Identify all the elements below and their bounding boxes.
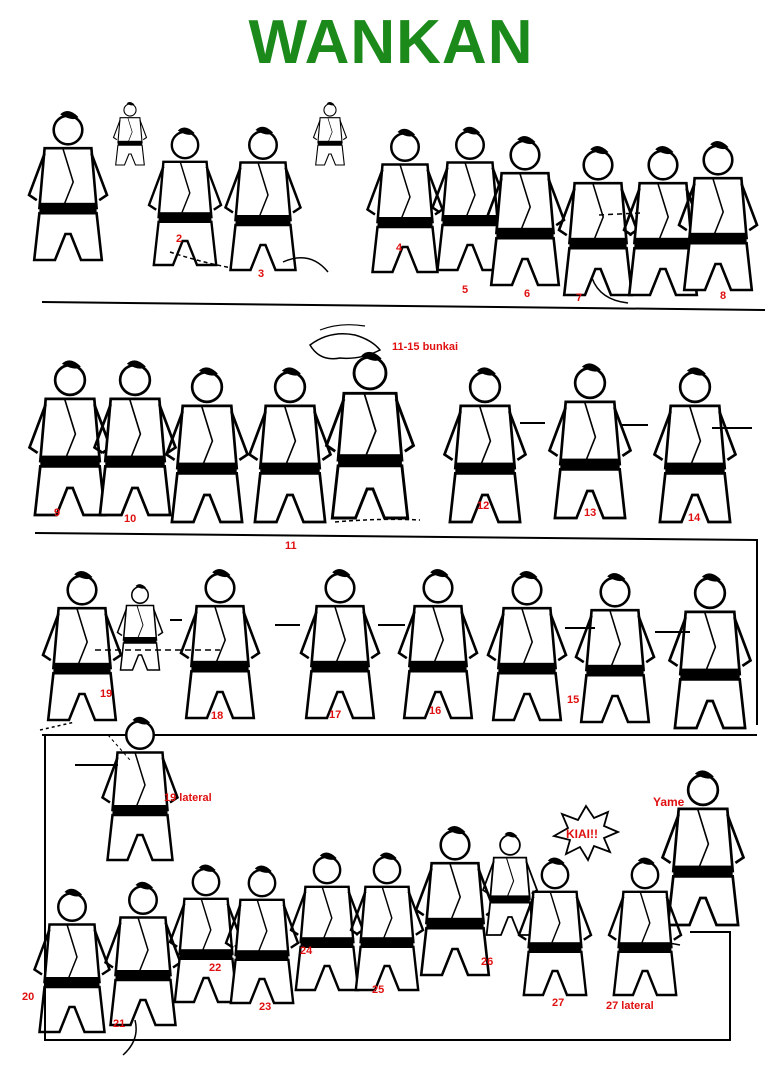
move-label-22: 22 [209, 962, 222, 974]
move-label-4: 4 [396, 242, 403, 254]
karate-figure-icon [481, 830, 539, 937]
move-label-17: 17 [329, 709, 342, 721]
karate-figure-icon [327, 352, 414, 518]
karate-figure-icon [517, 855, 593, 997]
karate-figure-icon [550, 363, 631, 518]
karate-figure-icon [112, 101, 148, 166]
move-label-18: 18 [211, 710, 224, 722]
karate-figure-icon [655, 367, 736, 522]
move-label-23: 23 [259, 1001, 272, 1013]
kiai-burst [551, 804, 621, 862]
move-label-27-lateral: 27 lateral [606, 1000, 654, 1012]
row-2-floor-line [34, 532, 758, 725]
karate-figure-icon [677, 139, 759, 292]
move-label-3: 3 [258, 268, 265, 280]
move-label-21: 21 [113, 1018, 126, 1030]
karate-figure-icon [250, 367, 331, 522]
karate-figure-icon [312, 101, 348, 166]
row-2-figures [30, 352, 736, 522]
karate-figure-icon [414, 824, 496, 977]
yame-label: Yame [653, 795, 685, 809]
karate-figure-icon [663, 770, 744, 925]
karate-figure-icon [95, 360, 176, 515]
karate-figure-icon [607, 855, 683, 997]
move-label-15: 15 [567, 694, 580, 706]
bunkai-sketch [309, 324, 382, 360]
page-title: WANKAN [248, 8, 534, 77]
karate-figure-icon [397, 567, 479, 720]
karate-figure-icon [100, 714, 180, 862]
karate-figure-icon [349, 850, 425, 992]
karate-figure-icon [289, 850, 365, 992]
move-label-5: 5 [462, 284, 469, 296]
karate-figure-icon [670, 573, 751, 728]
row-1-floor-line [41, 301, 766, 311]
move-label-2: 2 [176, 233, 183, 245]
move-label-11: 11 [285, 540, 297, 552]
move-label-19: 19 [100, 688, 113, 700]
move-label-20: 20 [22, 991, 35, 1003]
move-label-9: 9 [54, 507, 61, 519]
move-label-8: 8 [720, 290, 727, 302]
karate-figure-icon [365, 126, 445, 274]
karate-figure-icon [116, 582, 164, 672]
move-label-7: 7 [576, 292, 583, 304]
karate-figure-icon [299, 567, 381, 720]
karate-figure-icon [167, 367, 248, 522]
move-label-16: 16 [429, 705, 442, 717]
karate-figure-icon [179, 567, 261, 720]
move-label-6: 6 [524, 288, 531, 300]
karate-figure-icon [147, 125, 223, 267]
move-label-14: 14 [688, 512, 701, 524]
row-4-floor-border [44, 735, 731, 1041]
move-label-26: 26 [481, 956, 494, 968]
karate-figure-icon [557, 144, 639, 297]
move-label-10: 10 [124, 513, 137, 525]
row-4-figures [32, 714, 744, 1034]
karate-figure-icon [484, 134, 566, 287]
move-label-13: 13 [584, 507, 597, 519]
move-label-12: 12 [477, 500, 490, 512]
row-1-figures [27, 101, 759, 297]
karate-figure-icon [486, 569, 568, 722]
karate-figure-icon [574, 571, 656, 724]
karate-figure-icon [103, 879, 183, 1027]
karate-figure-icon [223, 124, 303, 272]
karate-figure-icon [27, 109, 109, 262]
move-label-19-lateral: 19 lateral [164, 792, 212, 804]
karate-figure-icon [168, 862, 244, 1004]
kiai-label: KIAI!! [566, 827, 598, 841]
move-label-25: 25 [372, 984, 385, 996]
row-3-figures [41, 567, 751, 728]
karate-figure-icon [445, 367, 526, 522]
move-label-24: 24 [300, 945, 313, 957]
bunkai-label: 11-15 bunkai [392, 341, 459, 353]
karate-figure-icon [224, 863, 300, 1005]
move-label-27: 27 [552, 997, 565, 1009]
